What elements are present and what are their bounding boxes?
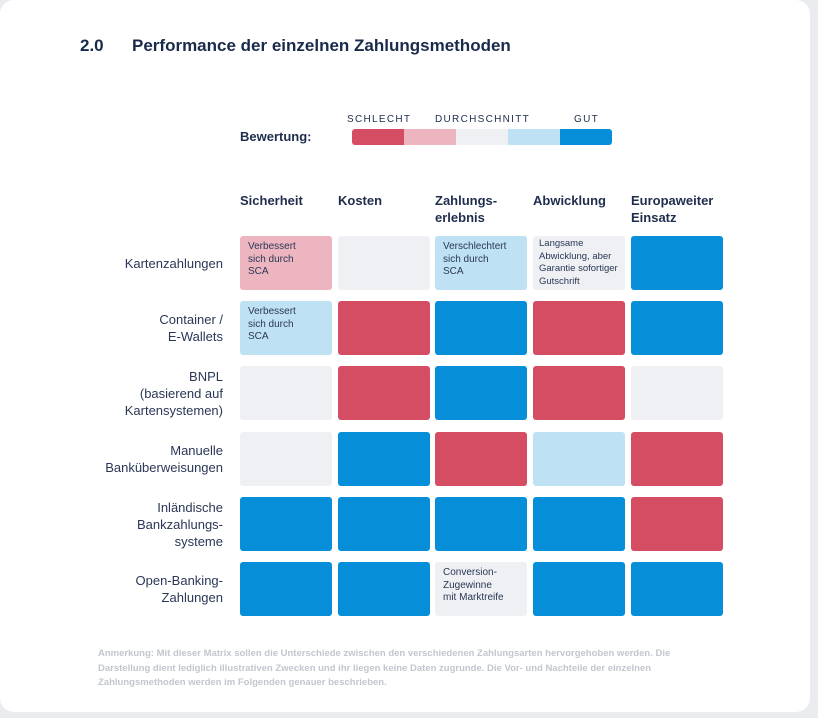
row-header: Open-Banking- Zahlungen (135, 573, 223, 605)
matrix-cell (533, 562, 625, 616)
matrix-cell (240, 497, 332, 551)
matrix-cell: Verbessert sich durch SCA (240, 301, 332, 355)
matrix-cell: Conversion- Zugewinne mit Marktreife (435, 562, 527, 616)
row-header: Inländische Bankzahlungs- systeme (137, 499, 223, 549)
column-header: Zahlungs- erlebnis (435, 193, 498, 225)
matrix-cell (338, 497, 430, 551)
scale-segment (352, 129, 404, 145)
matrix-cell: Verschlechtert sich durch SCA (435, 236, 527, 290)
scale-label-bad: SCHLECHT (347, 114, 412, 125)
matrix-cell (435, 366, 527, 420)
column-header: Kosten (338, 193, 383, 208)
matrix-cell (435, 301, 527, 355)
row-header: Kartenzahlungen (124, 255, 223, 271)
matrix-cell (631, 236, 723, 290)
scale-label-good: GUT (574, 114, 600, 125)
section-number: 2.0 (80, 36, 104, 55)
matrix-cell (338, 562, 430, 616)
section-title: 2.0 Performance der einzelnen Zahlungsmet… (80, 36, 511, 56)
matrix-cell (631, 366, 723, 420)
legend-label: Bewertung: (240, 129, 312, 144)
matrix-cell (338, 432, 430, 486)
scale-segment (508, 129, 560, 145)
matrix-cell (533, 366, 625, 420)
matrix-cell (338, 236, 430, 290)
row-header: Container / E-Wallets (159, 312, 223, 344)
matrix-cell: Verbessert sich durch SCA (240, 236, 332, 290)
matrix-cell: Langsame Abwicklung, aber Garantie sofor… (533, 236, 625, 290)
footnote: Anmerkung: Mit dieser Matrix sollen die … (98, 648, 671, 688)
section-heading: Performance der einzelnen Zahlungsmethod… (132, 36, 511, 55)
matrix-cell (435, 497, 527, 551)
matrix-cell (631, 562, 723, 616)
matrix-cell (631, 432, 723, 486)
matrix-cell (435, 432, 527, 486)
scale-label-average: DURCHSCHNITT (435, 114, 531, 125)
matrix-cell (533, 301, 625, 355)
row-header: BNPL (basierend auf Kartensystemen) (124, 368, 223, 418)
matrix-cell (338, 366, 430, 420)
column-header: Abwicklung (533, 193, 606, 208)
column-header: Sicherheit (240, 193, 303, 208)
matrix-cell (338, 301, 430, 355)
matrix-cell (631, 301, 723, 355)
scale-segment (404, 129, 456, 145)
scale-segment (560, 129, 612, 145)
matrix-cell (533, 497, 625, 551)
rating-scale (352, 129, 612, 145)
row-header: Manuelle Banküberweisungen (105, 443, 223, 475)
scale-segment (456, 129, 508, 145)
column-header: Europaweiter Einsatz (631, 193, 714, 225)
matrix-cell (533, 432, 625, 486)
matrix-cell (240, 366, 332, 420)
matrix-cell (240, 432, 332, 486)
matrix-cell (240, 562, 332, 616)
matrix-cell (631, 497, 723, 551)
